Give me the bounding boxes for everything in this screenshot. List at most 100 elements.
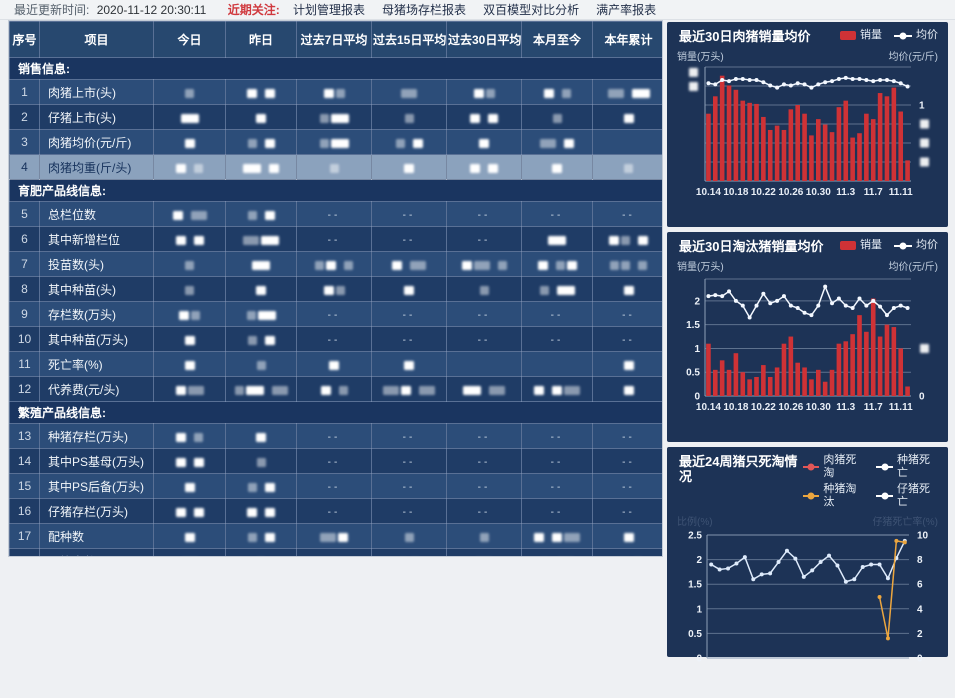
svg-text:10.22: 10.22: [751, 187, 776, 198]
data-cell: [153, 276, 226, 302]
legend-item[interactable]: 种猪淘汰: [802, 483, 865, 509]
data-cell: [371, 79, 447, 105]
redacted-value: [623, 160, 634, 174]
row-item-label: 仔猪上市(头): [39, 104, 154, 130]
no-data-dashes: --: [327, 482, 341, 493]
table-row[interactable]: 4 肉猪均重(斤/头): [9, 154, 662, 180]
table-row[interactable]: 2 仔猪上市(头): [9, 104, 662, 130]
redacted-value: [255, 110, 267, 124]
data-cell: [225, 201, 297, 227]
legend-item[interactable]: 销量: [840, 239, 882, 252]
svg-text:1.5: 1.5: [688, 580, 702, 591]
table-row[interactable]: 10 其中种苗(万头) -- -- -- -- --: [9, 326, 662, 352]
legend-item[interactable]: 种猪死亡: [876, 454, 938, 480]
chart-canvas: 2.5 2 1.5 1 0.5 0 10 8 6 4 2 0: [688, 531, 928, 665]
table-row[interactable]: 13 种猪存栏(万头) -- -- -- -- --: [9, 423, 662, 449]
topbar-link[interactable]: 母猪场存栏报表: [382, 3, 467, 17]
data-cell: --: [371, 201, 447, 227]
table-row[interactable]: 6 其中新增栏位 -- -- --: [9, 226, 662, 252]
redacted-value: [323, 85, 346, 99]
table-row[interactable]: 14 其中PS基母(万头) -- -- -- -- --: [9, 448, 662, 474]
svg-text:11.3: 11.3: [836, 187, 855, 198]
svg-text:11.11: 11.11: [889, 402, 913, 413]
data-cell: [592, 523, 662, 549]
no-data-dashes: --: [622, 335, 635, 346]
data-cell: [521, 154, 593, 180]
redacted-value: [556, 554, 576, 556]
chart-panel-death-cull: 最近24周猪只死淘情况 肉猪死淘 种猪死亡 种猪淘汰 仔猪死亡 比例(%) 仔猪死亡率…: [667, 447, 948, 665]
legend-item[interactable]: 仔猪死亡: [876, 483, 938, 509]
table-row[interactable]: 5 总栏位数 -- -- -- -- --: [9, 201, 662, 227]
data-cell: --: [446, 201, 522, 227]
redacted-value: [320, 382, 332, 396]
table-row[interactable]: 9 存栏数(万头) -- -- -- -- --: [9, 301, 662, 327]
data-cell: [296, 251, 372, 277]
redacted-value: [403, 160, 415, 174]
topbar-link[interactable]: 计划管理报表: [293, 3, 366, 17]
data-cell: --: [296, 226, 372, 252]
table-row[interactable]: 17 配种数: [9, 523, 662, 549]
data-cell: --: [592, 498, 662, 524]
data-cell: --: [592, 448, 662, 474]
data-cell: --: [521, 326, 593, 352]
redacted-value: [412, 135, 424, 149]
table-row[interactable]: 15 其中PS后备(万头) -- -- -- -- --: [9, 473, 662, 499]
data-cell: [371, 154, 447, 180]
redacted-value: [551, 382, 581, 396]
data-cell: --: [371, 226, 447, 252]
table-header: 序号 项目 今日 昨日 过去7日平均 过去15日平均 过去30日平均 本月至今 本年累计: [9, 21, 662, 58]
legend-item[interactable]: 均价: [894, 239, 938, 252]
table-row[interactable]: 1 肉猪上市(头): [9, 79, 662, 105]
topbar-link[interactable]: 满产率报表: [596, 3, 657, 17]
legend-item[interactable]: 销量: [840, 29, 882, 42]
column-header: 过去30日平均: [446, 21, 522, 58]
redacted-value: [539, 135, 557, 149]
chart-legend: 销量 均价: [840, 29, 938, 42]
redacted-value: [184, 282, 195, 296]
topbar-link[interactable]: 双百模型对比分析: [483, 3, 580, 17]
no-data-dashes: --: [402, 210, 416, 221]
data-cell: [446, 523, 522, 549]
svg-text:11.3: 11.3: [836, 402, 855, 413]
legend-label: 销量: [860, 29, 882, 41]
row-item-label: 肉猪上市(头): [39, 79, 154, 105]
redacted-value: [242, 232, 280, 246]
redacted-value: [175, 382, 205, 396]
table-row[interactable]: 16 仔猪存栏(万头) -- -- -- -- --: [9, 498, 662, 524]
redacted-value: [461, 257, 491, 271]
data-cell: [153, 548, 226, 556]
redacted-value: [637, 257, 648, 271]
redacted-value: [268, 160, 280, 174]
table-row[interactable]: 18分娩窝数: [9, 548, 662, 556]
redacted-value: [247, 135, 258, 149]
data-cell: [225, 154, 297, 180]
redacted-value: [543, 85, 555, 99]
redacted-value: [193, 232, 205, 246]
data-cell: [225, 376, 297, 402]
table-row[interactable]: 11 死亡率(%): [9, 351, 662, 377]
table-row[interactable]: 8 其中种苗(头): [9, 276, 662, 302]
row-number: 3: [9, 129, 40, 155]
redacted-value: [184, 479, 196, 493]
redacted-value: [175, 160, 187, 174]
data-cell: [225, 498, 297, 524]
table-row[interactable]: 3 肉猪均价(元/斤): [9, 129, 662, 155]
redacted-value: [609, 257, 631, 271]
table-row[interactable]: 7 投苗数(头): [9, 251, 662, 277]
row-number: 18: [9, 548, 40, 556]
redacted-value: [338, 382, 349, 396]
no-data-dashes: --: [550, 210, 564, 221]
no-data-dashes: --: [402, 310, 416, 321]
redacted-value: [479, 282, 490, 296]
data-cell: --: [446, 326, 522, 352]
legend-item[interactable]: 肉猪死淘: [802, 454, 865, 480]
legend-item[interactable]: 均价: [894, 29, 938, 42]
redacted-value: [264, 504, 276, 518]
table-row[interactable]: 12 代养费(元/头): [9, 376, 662, 402]
no-data-dashes: --: [402, 335, 416, 346]
redacted-value: [184, 357, 196, 371]
redacted-value: [264, 135, 276, 149]
data-cell: --: [521, 448, 593, 474]
redacted-value: [561, 85, 572, 99]
redacted-value: [473, 85, 496, 99]
